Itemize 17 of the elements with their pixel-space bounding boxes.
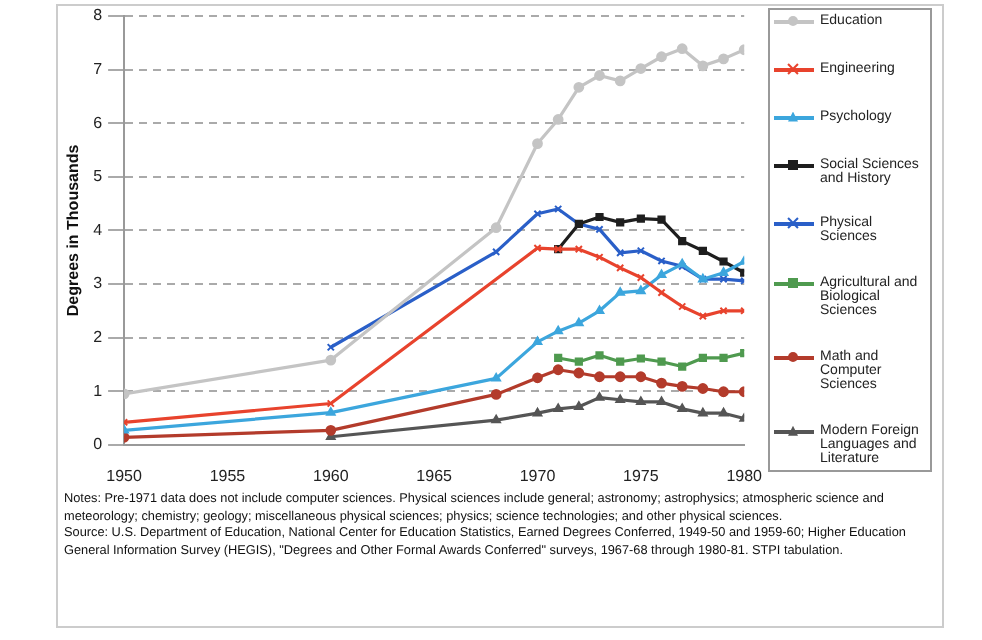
x-tick-label: 1970 [519, 466, 557, 485]
y-tick-label: 2 [93, 328, 104, 347]
x-tick-label: 1980 [726, 466, 764, 485]
y-tick-label: 1 [93, 381, 104, 400]
y-tick-label: 6 [93, 113, 104, 132]
y-tick-label: 8 [93, 6, 104, 25]
y-tick-label: 0 [93, 435, 104, 454]
x-tick-label: 1960 [313, 466, 350, 485]
x-tick-label: 1965 [416, 466, 454, 485]
x-tick-label: 1950 [106, 466, 143, 485]
y-axis-title: Degrees in Thousands [64, 143, 83, 317]
y-tick-label: 5 [93, 167, 104, 186]
x-tick-label: 1975 [623, 466, 660, 485]
x-tick-label: 1955 [209, 466, 247, 485]
y-tick-label: 7 [93, 60, 104, 79]
y-tick-label: 4 [93, 220, 104, 239]
y-tick-label: 3 [93, 274, 104, 293]
